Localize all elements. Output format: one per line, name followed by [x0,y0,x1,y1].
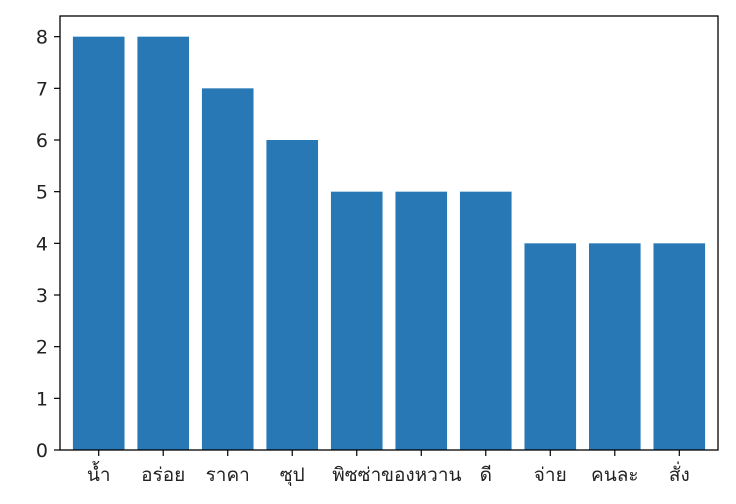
bar-1 [137,36,190,451]
x-axis-ticks: น้ำ อร่อย ราคา ซุป พิซซ่า ของหวาน ดี จ่าย คนละ สั… [87,450,690,487]
bars-group [72,36,706,451]
x-tick-label: คนละ [591,464,639,486]
bar-7 [524,243,577,450]
y-tick-label: 1 [36,388,48,410]
bar-3 [266,140,319,450]
x-tick-label: น้ำ [87,461,111,486]
x-tick-label: ซุป [280,464,305,487]
x-tick-label: จ่าย [534,464,567,486]
x-tick-label: ของหวาน [381,464,462,486]
y-tick-label: 6 [36,130,48,152]
y-tick-label: 5 [36,182,48,204]
bar-9 [653,243,706,450]
plot-frame [59,15,719,451]
y-tick-label: 2 [36,337,48,359]
bar-2 [201,88,254,450]
y-axis-ticks: 0 1 2 3 4 5 6 7 8 [36,27,60,462]
x-tick-label: ราคา [206,464,250,486]
y-tick-label: 8 [36,27,48,49]
bar-8 [588,243,641,450]
y-tick-label: 3 [36,285,48,307]
bar-5 [395,191,448,450]
x-tick-label: พิซซ่า [332,464,381,486]
y-tick-label: 0 [36,440,48,462]
bar-0 [72,36,125,451]
x-tick-label: สั่ง [669,461,690,486]
bar-6 [459,191,512,450]
y-tick-label: 4 [36,233,48,255]
bar-4 [330,191,383,450]
x-tick-label: ดี [480,464,492,486]
x-tick-label: อร่อย [141,464,185,486]
y-tick-label: 7 [36,78,48,100]
